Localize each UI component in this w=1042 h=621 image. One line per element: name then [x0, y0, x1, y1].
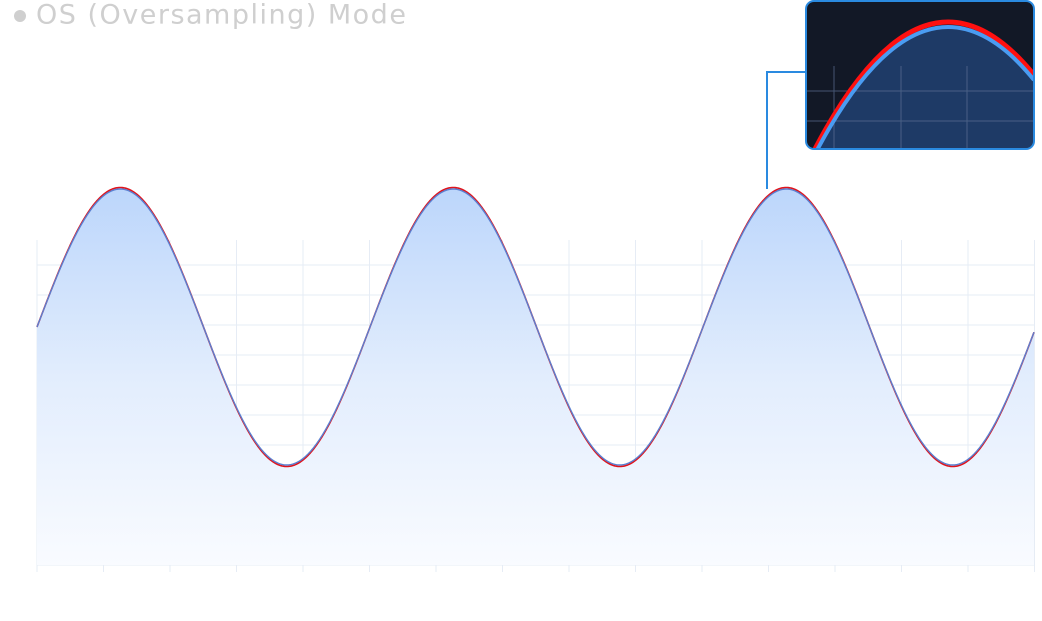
mode-title: OS (Oversampling) Mode	[36, 0, 407, 31]
zoom-inset	[805, 0, 1035, 150]
inset-wave-reference	[812, 19, 1033, 148]
inset-grid	[807, 66, 1033, 148]
wave-oversampled	[36, 188, 1035, 466]
title-dot	[14, 10, 26, 22]
inset-border	[805, 0, 1035, 150]
zoom-connector	[766, 71, 806, 189]
wave-area	[37, 189, 1034, 565]
inset-wave-oversampled	[813, 25, 1033, 148]
